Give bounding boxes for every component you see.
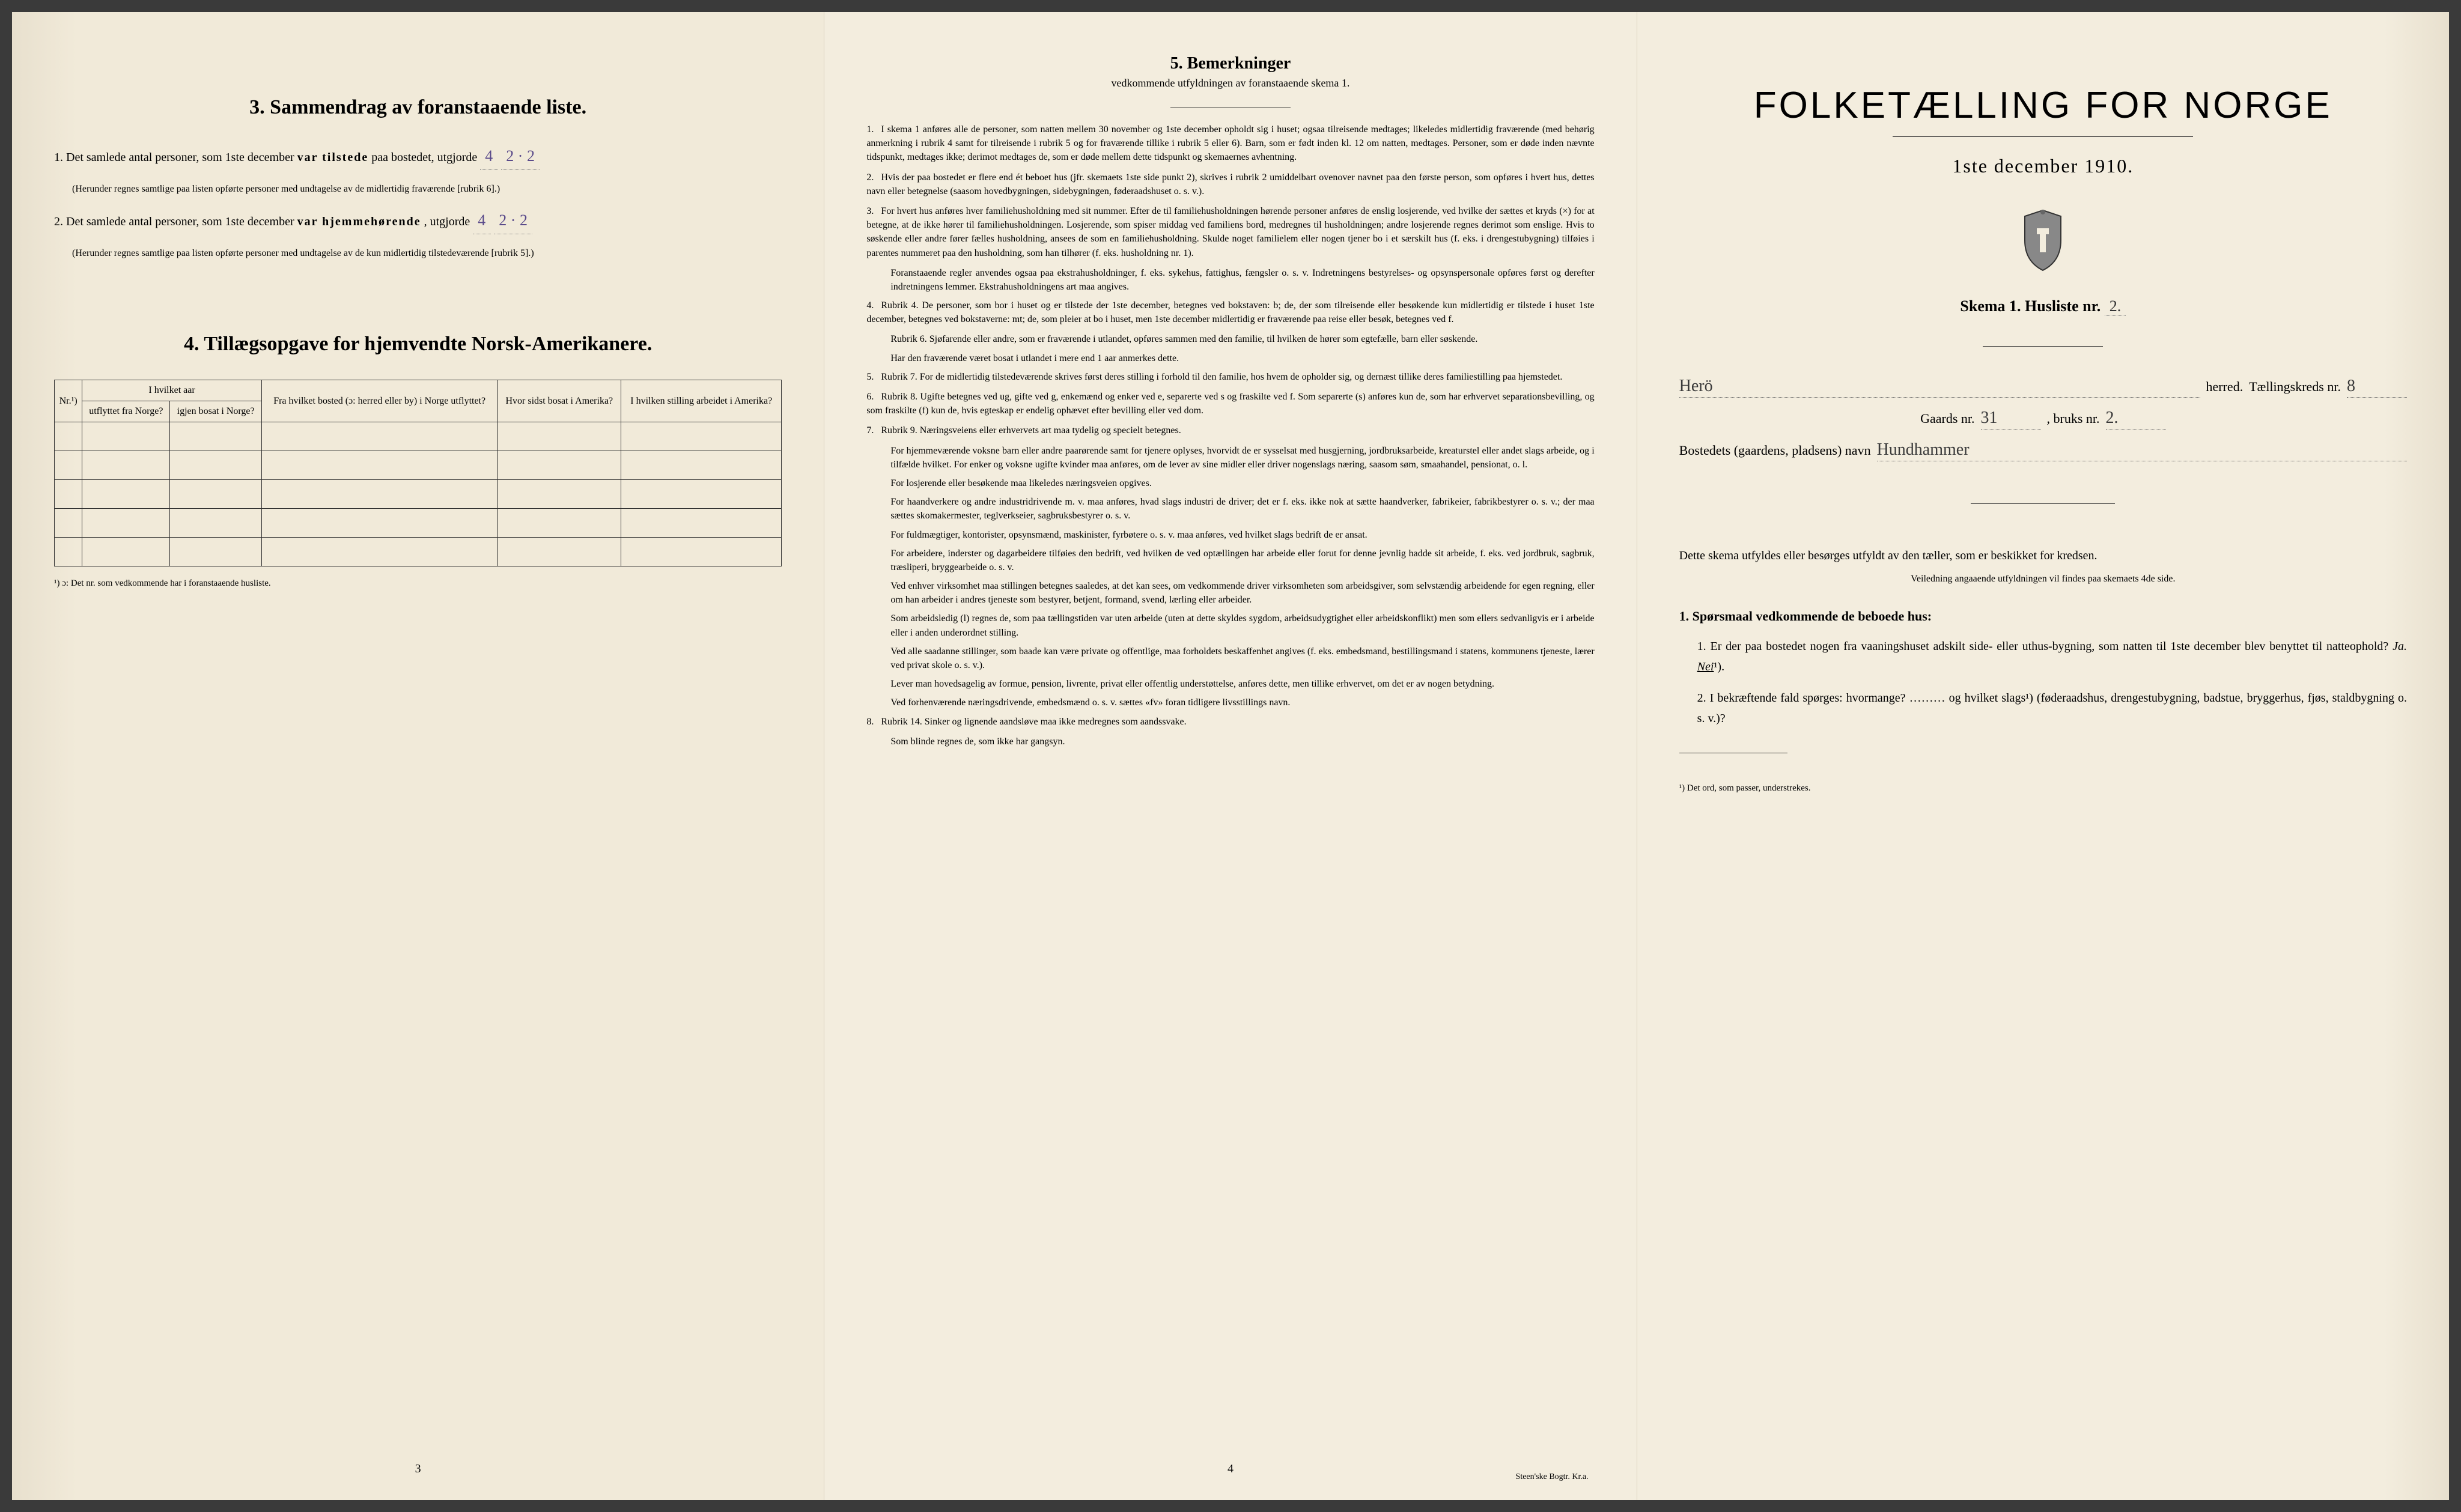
- bemerkning-sub: For haandverkere og andre industridriven…: [890, 495, 1594, 523]
- bemerkning-item: 3.For hvert hus anføres hver familiehush…: [866, 204, 1594, 260]
- bemerkning-sub: For arbeidere, inderster og dagarbeidere…: [890, 547, 1594, 574]
- bosted-name-hand: Hundhammer: [1877, 440, 2407, 461]
- section-4-title: 4. Tillægsopgave for hjemvendte Norsk-Am…: [54, 333, 782, 356]
- page-number-4: 4: [1227, 1462, 1234, 1476]
- bemerkning-item: 2.Hvis der paa bostedet er flere end ét …: [866, 171, 1594, 198]
- bemerkning-sub: For hjemmeværende voksne barn eller andr…: [890, 444, 1594, 472]
- norsk-amerikanere-table: Nr.¹) I hvilket aar Fra hvilket bosted (…: [54, 380, 782, 566]
- question-2: 2. I bekræftende fald spørges: hvormange…: [1697, 688, 2407, 729]
- norway-crest-icon: [2016, 207, 2070, 273]
- th-igjen-bosat: igjen bosat i Norge?: [170, 401, 261, 422]
- item-2-hand-1: 4: [473, 207, 491, 234]
- q1-nei: Nei: [1697, 660, 1714, 673]
- footnote-left: ¹) ɔ: Det nr. som vedkommende har i fora…: [54, 578, 782, 589]
- th-stilling: I hvilken stilling arbeidet i Amerika?: [621, 380, 782, 422]
- item-1-note: (Herunder regnes samtlige paa listen opf…: [72, 182, 782, 196]
- item-2-note: (Herunder regnes samtlige paa listen opf…: [72, 246, 782, 261]
- bemerkning-item: 7.Rubrik 9. Næringsveiens eller erhverve…: [866, 424, 1594, 437]
- section-5-title: 5. Bemerkninger: [866, 54, 1594, 73]
- th-aar: I hvilket aar: [82, 380, 262, 401]
- page-title-page: FOLKETÆLLING FOR NORGE 1ste december 191…: [1637, 12, 2449, 1500]
- bemerkning-sub: Som arbeidsledig (l) regnes de, som paa …: [890, 612, 1594, 639]
- bruks-label: , bruks nr.: [2047, 411, 2100, 427]
- item-1-pre: 1. Det samlede antal personer, som 1ste …: [54, 151, 294, 164]
- instruction-1: Dette skema utfyldes eller besørges utfy…: [1679, 546, 2407, 565]
- page-number-3: 3: [415, 1462, 421, 1476]
- husliste-nr-hand: 2.: [2105, 297, 2126, 316]
- item-2-bold: var hjemmehørende: [297, 215, 421, 228]
- q1-sup: ¹).: [1714, 660, 1724, 673]
- kreds-label: Tællingskreds nr.: [2249, 379, 2341, 395]
- gaards-line: Gaards nr. 31 , bruks nr. 2.: [1679, 408, 2407, 430]
- skema-line: Skema 1. Husliste nr. 2.: [1679, 297, 2407, 316]
- bemerkning-sub: For fuldmægtiger, kontorister, opsynsmæn…: [890, 528, 1594, 542]
- printer-note: Steen'ske Bogtr. Kr.a.: [1516, 1472, 1589, 1482]
- bemerkning-sub: Som blinde regnes de, som ikke har gangs…: [890, 735, 1594, 748]
- th-utflyttet: utflyttet fra Norge?: [82, 401, 170, 422]
- th-bosted: Fra hvilket bosted (ɔ: herred eller by) …: [261, 380, 497, 422]
- bemerkning-sub: Rubrik 6. Sjøfarende eller andre, som er…: [890, 332, 1594, 346]
- item-1-hand-1: 4: [480, 143, 498, 170]
- gaards-nr-hand: 31: [1981, 408, 2041, 430]
- bemerkning-sub: For losjerende eller besøkende maa likel…: [890, 476, 1594, 490]
- document-spread: 3. Sammendrag av foranstaaende liste. 1.…: [12, 12, 2449, 1500]
- section-3-title: 3. Sammendrag av foranstaaende liste.: [54, 96, 782, 119]
- bemerkning-sub: Ved enhver virksomhet maa stillingen bet…: [890, 579, 1594, 607]
- bemerkninger-list: 1.I skema 1 anføres alle de personer, so…: [866, 123, 1594, 748]
- bemerkning-sub: Har den fraværende været bosat i utlande…: [890, 351, 1594, 365]
- table-row: [55, 509, 782, 538]
- item-2: 2. Det samlede antal personer, som 1ste …: [54, 207, 782, 234]
- page-4: 5. Bemerkninger vedkommende utfyldningen…: [824, 12, 1637, 1500]
- footnote-right: ¹) Det ord, som passer, understrekes.: [1679, 783, 2407, 794]
- bruks-nr-hand: 2.: [2106, 408, 2166, 430]
- gaards-label: Gaards nr.: [1920, 411, 1974, 427]
- item-2-hand-2: 2 · 2: [494, 207, 532, 234]
- table-row: [55, 480, 782, 509]
- skema-label: Skema 1. Husliste nr.: [1960, 297, 2101, 315]
- table-row: [55, 451, 782, 480]
- item-2-post: , utgjorde: [424, 215, 470, 228]
- item-1-post: paa bostedet, utgjorde: [371, 151, 477, 164]
- bemerkning-item: 1.I skema 1 anføres alle de personer, so…: [866, 123, 1594, 165]
- bemerkning-sub: Lever man hovedsagelig av formue, pensio…: [890, 677, 1594, 691]
- table-row: [55, 538, 782, 566]
- table-row: [55, 422, 782, 451]
- item-1: 1. Det samlede antal personer, som 1ste …: [54, 143, 782, 170]
- th-nr: Nr.¹): [55, 380, 82, 422]
- q1-ja: Ja.: [2393, 640, 2407, 653]
- bosted-line: Bostedets (gaardens, pladsens) navn Hund…: [1679, 440, 2407, 461]
- herred-label: herred.: [2206, 379, 2243, 395]
- section-5-subtitle: vedkommende utfyldningen av foranstaaend…: [866, 77, 1594, 90]
- kreds-nr-hand: 8: [2347, 377, 2407, 398]
- herred-name-hand: Herö: [1679, 377, 2200, 398]
- bemerkning-sub: Foranstaaende regler anvendes ogsaa paa …: [890, 266, 1594, 294]
- bemerkning-sub: Ved alle saadanne stillinger, som baade …: [890, 645, 1594, 672]
- question-heading: 1. Spørsmaal vedkommende de beboede hus:: [1679, 609, 2407, 624]
- item-2-pre: 2. Det samlede antal personer, som 1ste …: [54, 215, 294, 228]
- table-body: [55, 422, 782, 566]
- main-title: FOLKETÆLLING FOR NORGE: [1679, 84, 2407, 127]
- question-1: 1. Er der paa bostedet nogen fra vaaning…: [1697, 636, 2407, 677]
- bemerkning-item: 8.Rubrik 14. Sinker og lignende aandsløv…: [866, 715, 1594, 729]
- item-1-hand-2: 2 · 2: [501, 143, 540, 170]
- instruction-2: Veiledning angaaende utfyldningen vil fi…: [1679, 574, 2407, 584]
- th-amerika-bosat: Hvor sidst bosat i Amerika?: [497, 380, 621, 422]
- q1-text: 1. Er der paa bostedet nogen fra vaaning…: [1697, 640, 2389, 653]
- bemerkning-item: 6.Rubrik 8. Ugifte betegnes ved ug, gift…: [866, 390, 1594, 417]
- bemerkning-sub: Ved forhenværende næringsdrivende, embed…: [890, 696, 1594, 709]
- herred-line: Herö herred. Tællingskreds nr. 8: [1679, 377, 2407, 398]
- census-date: 1ste december 1910.: [1679, 155, 2407, 177]
- bemerkning-item: 4.Rubrik 4. De personer, som bor i huset…: [866, 299, 1594, 326]
- bemerkning-item: 5.Rubrik 7. For de midlertidig tilstedev…: [866, 370, 1594, 384]
- item-1-bold: var tilstede: [297, 151, 369, 164]
- page-3: 3. Sammendrag av foranstaaende liste. 1.…: [12, 12, 824, 1500]
- bosted-label: Bostedets (gaardens, pladsens) navn: [1679, 443, 1871, 458]
